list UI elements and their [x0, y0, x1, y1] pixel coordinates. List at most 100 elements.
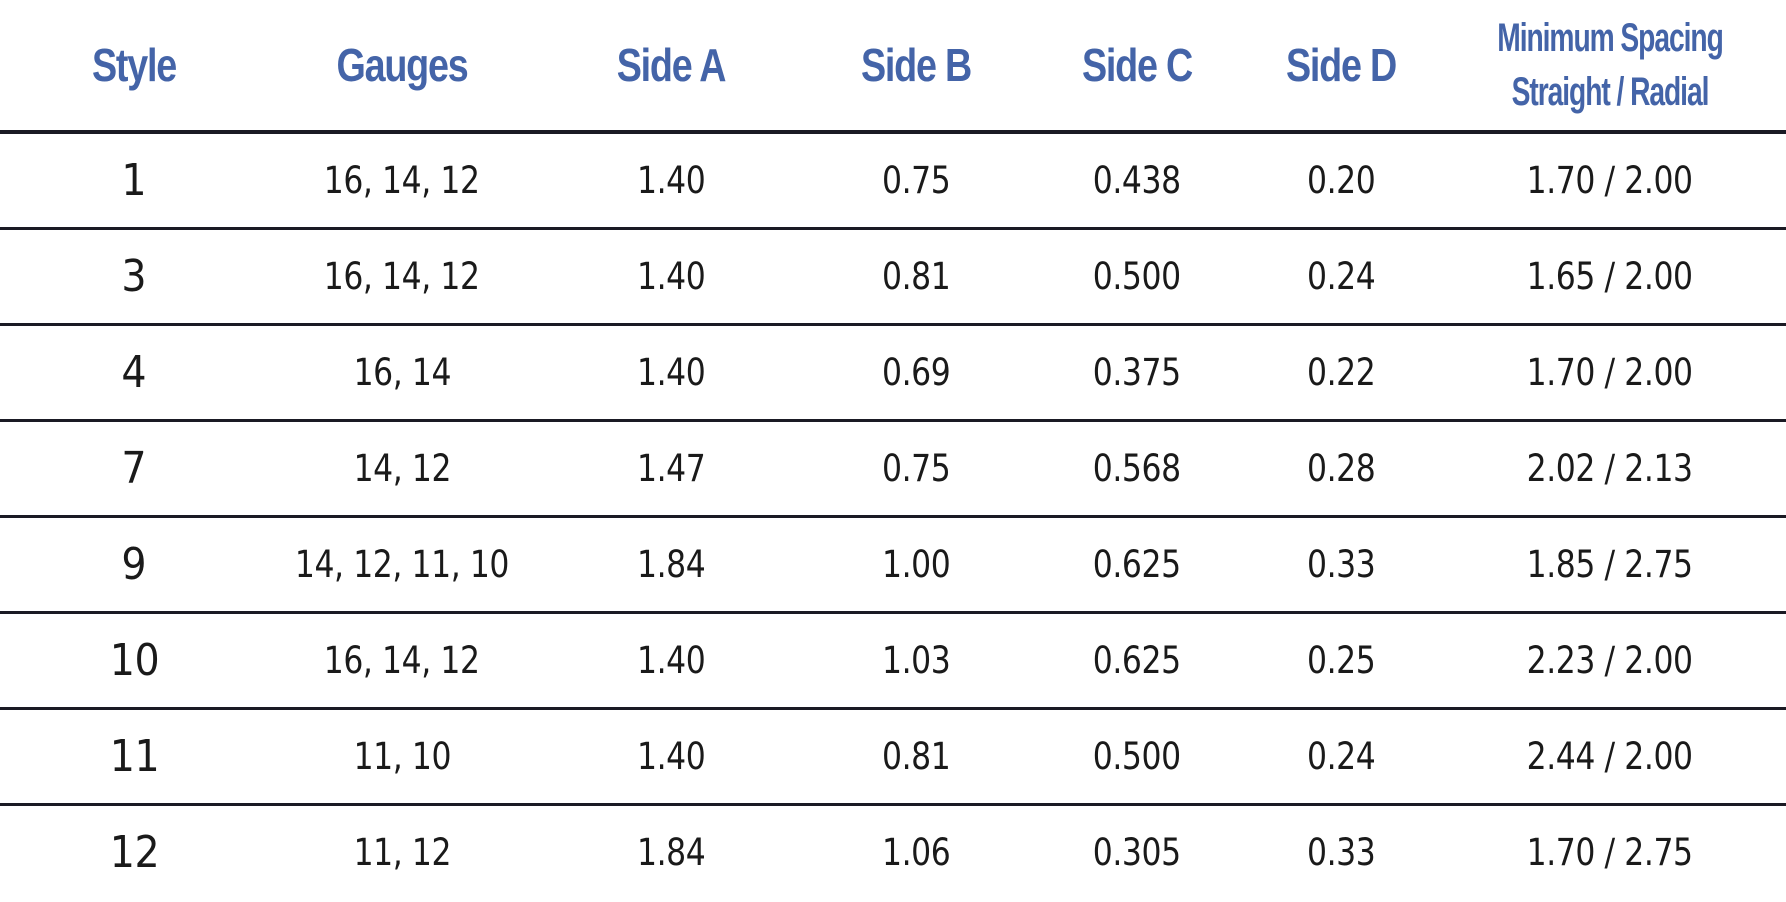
cell-side-a: 1.47 — [536, 420, 806, 518]
cell-side-a: 1.40 — [536, 132, 806, 230]
cell-gauges: 14, 12, 11, 10 — [268, 516, 536, 614]
table-row: 4 16, 14 1.40 0.69 0.375 0.22 1.70 / 2.00 — [0, 324, 1786, 422]
cell-side-a-value: 1.40 — [636, 158, 706, 202]
cell-side-b-value: 1.06 — [881, 831, 951, 875]
cell-side-a-value: 1.40 — [636, 734, 706, 778]
cell-side-c: 0.305 — [1026, 804, 1248, 900]
header-side-b: Side B — [825, 0, 1007, 134]
cell-minimum-spacing-value: 2.44 / 2.00 — [1527, 734, 1693, 778]
table-row: 10 16, 14, 12 1.40 1.03 0.625 0.25 2.23 / 2.00 — [0, 612, 1786, 710]
cell-side-c: 0.500 — [1026, 228, 1248, 326]
cell-side-b: 1.03 — [806, 612, 1026, 710]
cell-side-d-value: 0.20 — [1306, 158, 1376, 202]
cell-style: 10 — [0, 612, 268, 710]
cell-style: 11 — [0, 708, 268, 806]
cell-side-a-value: 1.47 — [636, 446, 706, 490]
cell-style-value: 7 — [121, 442, 147, 494]
cell-style: 3 — [0, 228, 268, 326]
cell-style: 1 — [0, 132, 268, 230]
cell-minimum-spacing: 1.70 / 2.00 — [1434, 324, 1786, 422]
cell-gauges: 16, 14, 12 — [268, 228, 536, 326]
cell-minimum-spacing-value: 1.70 / 2.75 — [1527, 831, 1693, 875]
cell-minimum-spacing-value: 1.85 / 2.75 — [1527, 542, 1693, 586]
cell-side-d: 0.25 — [1248, 612, 1434, 710]
cell-side-d: 0.33 — [1248, 804, 1434, 900]
cell-minimum-spacing-value: 1.65 / 2.00 — [1527, 254, 1693, 298]
cell-style-value: 10 — [109, 634, 159, 686]
cell-gauges: 11, 12 — [268, 804, 536, 900]
cell-side-d-value: 0.24 — [1306, 734, 1376, 778]
cell-style: 7 — [0, 420, 268, 518]
cell-minimum-spacing: 2.23 / 2.00 — [1434, 612, 1786, 710]
cell-side-c-value: 0.625 — [1093, 638, 1181, 682]
cell-style: 12 — [0, 804, 268, 900]
cell-side-b-value: 0.81 — [881, 734, 951, 778]
cell-side-c-value: 0.625 — [1093, 542, 1181, 586]
cell-side-b: 1.06 — [806, 804, 1026, 900]
header-gauges: Gauges — [292, 0, 512, 134]
table-row: 11 11, 10 1.40 0.81 0.500 0.24 2.44 / 2.00 — [0, 708, 1786, 806]
cell-side-b: 0.75 — [806, 132, 1026, 230]
cell-side-d: 0.20 — [1248, 132, 1434, 230]
cell-side-d-value: 0.24 — [1306, 254, 1376, 298]
cell-side-b-value: 0.75 — [881, 446, 951, 490]
cell-side-d-value: 0.25 — [1306, 638, 1376, 682]
table-row: 1 16, 14, 12 1.40 0.75 0.438 0.20 1.70 / 2.00 — [0, 132, 1786, 230]
header-side-a: Side A — [560, 0, 782, 134]
cell-minimum-spacing: 1.70 / 2.75 — [1434, 804, 1786, 900]
cell-side-a-value: 1.84 — [636, 542, 706, 586]
cell-gauges-value: 11, 10 — [353, 734, 451, 778]
table-row: 3 16, 14, 12 1.40 0.81 0.500 0.24 1.65 / 2.00 — [0, 228, 1786, 326]
cell-side-b-value: 1.03 — [881, 638, 951, 682]
cell-minimum-spacing-value: 1.70 / 2.00 — [1527, 158, 1693, 202]
cell-side-d-value: 0.28 — [1306, 446, 1376, 490]
cell-side-c: 0.625 — [1026, 516, 1248, 614]
table-row: 7 14, 12 1.47 0.75 0.568 0.28 2.02 / 2.13 — [0, 420, 1786, 518]
cell-side-b: 0.69 — [806, 324, 1026, 422]
cell-side-c-value: 0.375 — [1093, 350, 1181, 394]
cell-minimum-spacing: 2.44 / 2.00 — [1434, 708, 1786, 806]
cell-minimum-spacing-value: 1.70 / 2.00 — [1527, 350, 1693, 394]
cell-side-a: 1.40 — [536, 228, 806, 326]
cell-side-d: 0.28 — [1248, 420, 1434, 518]
cell-minimum-spacing: 1.85 / 2.75 — [1434, 516, 1786, 614]
cell-gauges-value: 16, 14 — [353, 350, 451, 394]
cell-gauges-value: 16, 14, 12 — [324, 638, 480, 682]
cell-minimum-spacing: 1.70 / 2.00 — [1434, 132, 1786, 230]
cell-side-c-value: 0.500 — [1093, 254, 1181, 298]
cell-style: 4 — [0, 324, 268, 422]
cell-side-c-value: 0.568 — [1093, 446, 1181, 490]
cell-side-c: 0.500 — [1026, 708, 1248, 806]
cell-side-b-value: 0.75 — [881, 158, 951, 202]
cell-side-d: 0.24 — [1248, 708, 1434, 806]
cell-side-d-value: 0.33 — [1306, 831, 1376, 875]
cell-gauges-value: 14, 12, 11, 10 — [294, 542, 510, 586]
cell-side-c: 0.625 — [1026, 612, 1248, 710]
cell-side-a-value: 1.40 — [636, 638, 706, 682]
cell-side-d-value: 0.33 — [1306, 542, 1376, 586]
cell-side-c-value: 0.438 — [1093, 158, 1181, 202]
cell-minimum-spacing-value: 2.02 / 2.13 — [1527, 446, 1693, 490]
header-side-c: Side C — [1045, 0, 1229, 134]
cell-gauges: 14, 12 — [268, 420, 536, 518]
cell-side-b: 0.81 — [806, 228, 1026, 326]
header-side-d: Side D — [1264, 0, 1418, 134]
header-style: Style — [24, 0, 244, 134]
cell-side-d: 0.33 — [1248, 516, 1434, 614]
cell-gauges: 16, 14 — [268, 324, 536, 422]
cell-side-c-value: 0.500 — [1093, 734, 1181, 778]
table-row: 9 14, 12, 11, 10 1.84 1.00 0.625 0.33 1.85 / 2… — [0, 516, 1786, 614]
cell-side-a: 1.40 — [536, 324, 806, 422]
cell-side-d: 0.22 — [1248, 324, 1434, 422]
cell-side-b: 0.75 — [806, 420, 1026, 518]
cell-gauges: 11, 10 — [268, 708, 536, 806]
cell-side-c: 0.375 — [1026, 324, 1248, 422]
cell-side-a: 1.84 — [536, 516, 806, 614]
cell-gauges-value: 16, 14, 12 — [324, 254, 480, 298]
cell-style-value: 3 — [121, 250, 147, 302]
cell-minimum-spacing: 1.65 / 2.00 — [1434, 228, 1786, 326]
table-row: 12 11, 12 1.84 1.06 0.305 0.33 1.70 / 2.75 — [0, 804, 1786, 900]
cell-gauges-value: 11, 12 — [353, 831, 451, 875]
cell-side-a: 1.84 — [536, 804, 806, 900]
